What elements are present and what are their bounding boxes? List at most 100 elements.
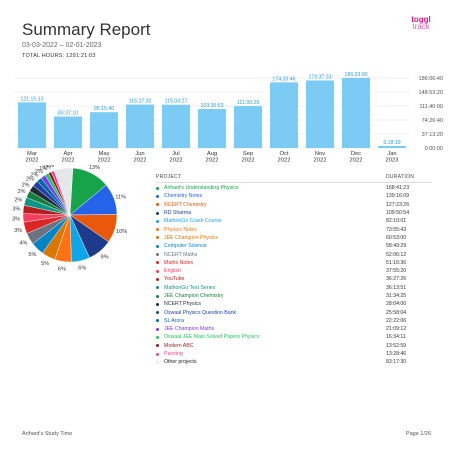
pie-percent-label: 2%	[31, 172, 39, 178]
project-name: Maths Notes	[164, 259, 194, 266]
pie-percent-label: 6%	[58, 266, 66, 272]
toggl-track-logo: toggl track	[409, 15, 433, 31]
pie-percent-label: 1%	[46, 165, 54, 169]
table-row: JEE Champion Maths 21:09:12	[156, 325, 432, 333]
project-pie-chart: 13%11%10%9%6%6%5%5%4%3%3%3%2%2%2%2%2%2%1…	[12, 165, 127, 272]
y-tick-label: 111:40:00	[419, 104, 443, 110]
project-name: RD Sharma	[164, 210, 192, 217]
pie-percent-label: 3%	[12, 216, 20, 222]
pie-percent-label: 5%	[28, 252, 36, 258]
y-tick-label: 186:06:40	[419, 76, 443, 82]
pie-percent-label: 1%	[43, 165, 51, 170]
legend-dot-icon	[156, 327, 159, 331]
x-tick-label: Jan	[387, 151, 396, 157]
legend-dot-icon	[156, 294, 159, 298]
project-duration: 58:49:29	[386, 243, 407, 250]
pie-percent-label: 10%	[116, 229, 127, 235]
pie-percent-label: 2%	[22, 182, 30, 188]
pie-slice	[53, 167, 74, 216]
project-duration: 13:52:59	[386, 342, 407, 349]
project-duration: 73:55:43	[386, 226, 407, 233]
project-duration: 28:04:00	[386, 301, 407, 308]
project-duration: 82:10:01	[386, 218, 407, 225]
x-tick-label: 2022	[242, 158, 255, 164]
project-duration: 22:22:06	[386, 317, 407, 324]
table-row: Computer Science 58:49:29	[156, 242, 432, 250]
x-tick-label: Oct	[279, 151, 288, 157]
project-duration: 83:17:30	[386, 359, 407, 366]
x-tick-label: Jul	[172, 151, 179, 157]
table-row: YouTube 36:27:26	[156, 275, 432, 283]
pie-percent-label: 4%	[19, 240, 27, 246]
legend-dot-icon	[156, 302, 159, 306]
project-duration: 139:16:09	[386, 193, 410, 200]
bar	[53, 116, 83, 148]
project-duration: 16:34:11	[386, 334, 406, 341]
total-hours: TOTAL HOURS: 1291:21:03	[22, 53, 96, 59]
table-body: Arihant's Understanding Physics 168:41:23…	[156, 184, 432, 367]
pie-percent-label: 2%	[18, 189, 26, 195]
table-row: JEE Champion Physics 60:53:00	[156, 234, 432, 242]
project-name: English	[164, 268, 182, 275]
table-row: MathonGo Crash Course 82:10:01	[156, 217, 432, 225]
table-row: NCERT Physics 28:04:00	[156, 300, 432, 308]
table-row: NCERT Chemistry 127:23:26	[156, 201, 432, 209]
legend-dot-icon	[156, 203, 159, 207]
bar-data-label: 103:35:53	[200, 103, 223, 109]
project-duration: 37:55:20	[386, 268, 407, 275]
header-duration: DURATION	[386, 174, 415, 180]
project-name: Modern ABC	[164, 342, 194, 349]
table-row: JEE Champion Chemistry 31:34:25	[156, 292, 432, 300]
logo-line2: track	[412, 22, 430, 31]
pie-percent-label: 3%	[12, 207, 20, 213]
x-tick-label: 2022	[134, 158, 147, 164]
legend-dot-icon	[156, 319, 159, 323]
project-name: Computer Science	[164, 243, 207, 250]
pie-percent-label: 13%	[89, 165, 100, 171]
table-row: Maths Notes 51:16:36	[156, 259, 432, 267]
bar-data-label: 95:15:40	[94, 106, 114, 112]
project-duration: 60:53:00	[386, 234, 407, 241]
pie-percent-label: 6%	[58, 165, 66, 166]
pie-percent-label: 5%	[41, 261, 49, 267]
x-tick-label: 2022	[62, 158, 75, 164]
project-duration: 36:13:51	[386, 284, 407, 291]
y-tick-label: 74:26:40	[422, 118, 443, 124]
x-tick-label: 2022	[170, 158, 183, 164]
bar-data-label: 174:33:46	[272, 76, 295, 82]
date-range: 03-03-2022 – 02-01-2023	[22, 42, 102, 49]
project-name: Physics Notes	[164, 226, 197, 233]
x-tick-label: 2022	[26, 158, 39, 164]
header-project: PROJECT	[156, 174, 182, 180]
bar	[17, 102, 47, 148]
x-tick-label: Dec	[351, 151, 361, 157]
table-row: Arihant's Understanding Physics 168:41:23	[156, 184, 432, 192]
project-table: PROJECT DURATION Arihant's Understanding…	[156, 174, 432, 367]
x-tick-label: Sep	[243, 151, 253, 157]
x-tick-label: Mar	[27, 151, 37, 157]
legend-dot-icon	[156, 344, 159, 348]
x-tick-label: 2022	[206, 158, 219, 164]
project-duration: 21:09:12	[386, 326, 407, 333]
bar	[305, 80, 335, 148]
project-name: JEE Champion Physics	[164, 234, 218, 241]
x-tick-label: 2023	[386, 158, 399, 164]
logo-line1: toggl	[411, 15, 431, 24]
x-tick-label: Nov	[315, 151, 325, 157]
table-row: MathonGo Test Series 36:13:51	[156, 284, 432, 292]
project-name: Oswaal JEE Main Solved Papers Physics	[164, 334, 260, 341]
legend-dot-icon	[156, 269, 159, 273]
project-name: Other projects	[164, 359, 197, 366]
table-row: Painting 13:28:46	[156, 350, 432, 358]
x-tick-label: May	[99, 151, 110, 157]
project-name: MathonGo Test Series	[164, 284, 216, 291]
table-row: Other projects 83:17:30	[156, 358, 432, 366]
table-row: English 37:55:20	[156, 267, 432, 275]
bar-data-label: 115:27:30	[129, 99, 152, 105]
legend-dot-icon	[156, 277, 159, 281]
bar	[197, 109, 227, 148]
x-tick-label: 2022	[314, 158, 327, 164]
table-header: PROJECT DURATION	[156, 174, 432, 183]
legend-dot-icon	[156, 286, 159, 290]
project-name: SL Arora	[164, 317, 184, 324]
